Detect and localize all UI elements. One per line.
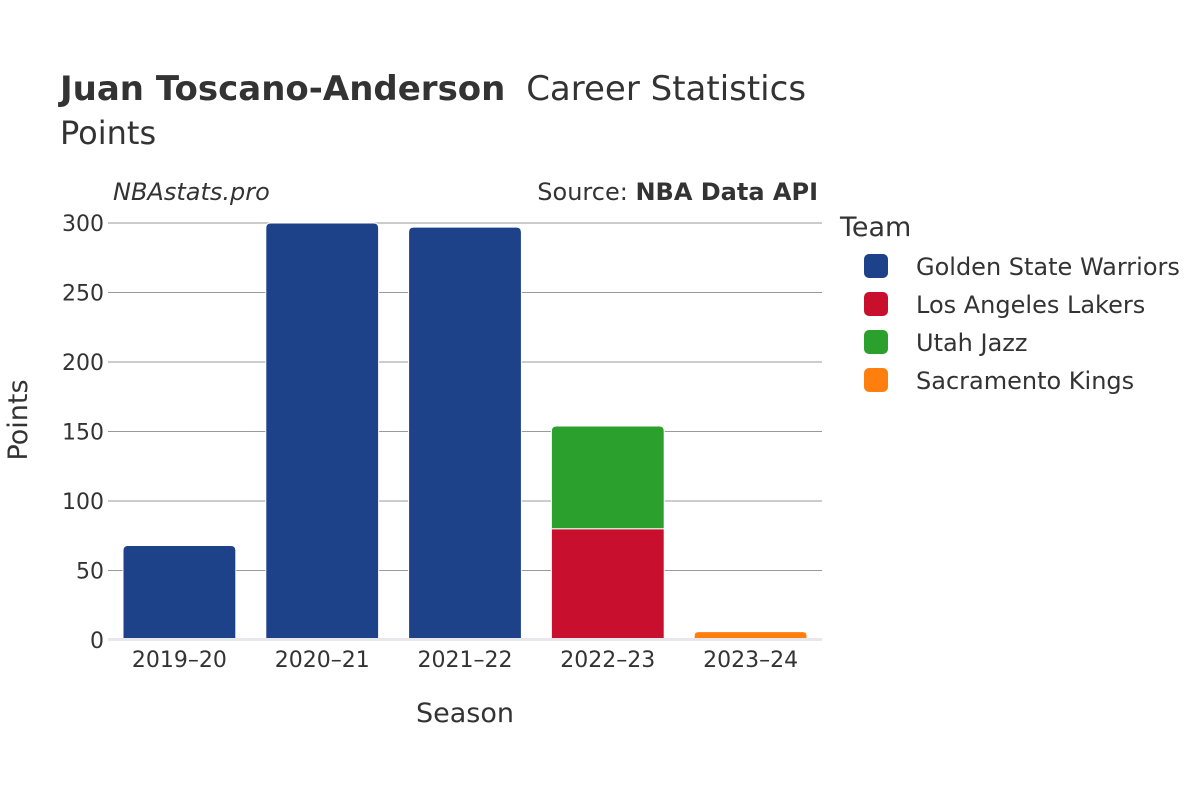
legend-swatch — [864, 254, 888, 278]
x-tick-label: 2023–24 — [703, 648, 798, 673]
source-prefix: Source: — [537, 178, 635, 206]
legend-label: Golden State Warriors — [916, 253, 1180, 281]
x-tick-label: 2021–22 — [418, 648, 513, 673]
legend-title: Team — [839, 212, 911, 243]
x-axis-line — [108, 638, 822, 641]
y-tick-labels: 0 50 100 150 200 250 300 — [62, 212, 104, 654]
legend-label: Utah Jazz — [916, 329, 1028, 357]
y-tick-label: 300 — [62, 212, 104, 237]
y-tick-label: 0 — [90, 629, 104, 654]
source-label: Source: NBA Data API — [537, 178, 818, 206]
watermark: NBAstats.pro — [113, 178, 270, 206]
legend-item: Los Angeles Lakers — [864, 291, 1145, 319]
x-tick-label: 2019–20 — [132, 648, 227, 673]
bar-golden-state-warriors — [122, 544, 237, 641]
x-tick-labels: 2019–20 2020–21 2021–22 2022–23 2023–24 — [132, 648, 798, 673]
legend-swatch — [864, 368, 888, 392]
bar-sacramento-kings — [693, 631, 808, 641]
x-tick-label: 2022–23 — [560, 648, 655, 673]
y-tick-label: 250 — [62, 282, 104, 307]
x-tick-label: 2020–21 — [275, 648, 370, 673]
legend-label: Sacramento Kings — [916, 367, 1134, 395]
chart-subtitle: Points — [60, 114, 156, 152]
chart-title-rest: Career Statistics — [526, 69, 806, 109]
y-axis-title: Points — [3, 379, 34, 460]
x-axis-title: Season — [416, 698, 514, 729]
y-tick-label: 200 — [62, 351, 104, 376]
chart-title: Juan Toscano-Anderson Career Statistics — [58, 69, 806, 109]
bar-golden-state-warriors — [408, 226, 522, 641]
legend-swatch — [864, 292, 888, 316]
bar-golden-state-warriors — [265, 222, 380, 641]
bars — [122, 222, 808, 641]
y-tick-label: 50 — [76, 560, 104, 585]
y-tick-label: 100 — [62, 490, 104, 515]
y-tick-label: 150 — [62, 421, 104, 446]
source-name: NBA Data API — [635, 178, 818, 206]
legend-swatch — [864, 330, 888, 354]
bar-utah-jazz — [550, 425, 665, 530]
legend: Golden State Warriors Los Angeles Lakers U… — [864, 253, 1180, 395]
legend-item: Golden State Warriors — [864, 253, 1180, 281]
legend-item: Utah Jazz — [864, 329, 1028, 357]
legend-label: Los Angeles Lakers — [916, 291, 1145, 319]
chart-title-player: Juan Toscano-Anderson — [58, 69, 505, 109]
bar-los-angeles-lakers — [550, 528, 665, 641]
legend-item: Sacramento Kings — [864, 367, 1134, 395]
